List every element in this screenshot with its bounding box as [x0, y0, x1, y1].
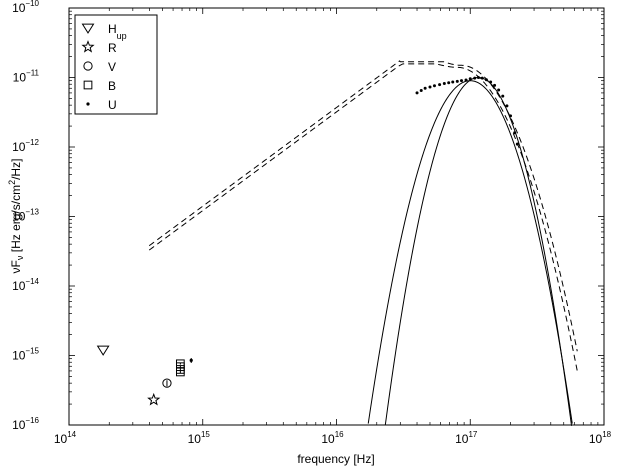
- spectrum-point: [464, 78, 468, 82]
- legend-marker-u: [86, 102, 90, 106]
- spectrum-point: [484, 78, 488, 82]
- legend-label: B: [108, 79, 116, 93]
- spectrum-point: [428, 85, 432, 89]
- y-tick-label: 10−16: [12, 416, 39, 432]
- spectrum-point: [480, 76, 484, 80]
- x-tick-label: 1018: [589, 430, 612, 446]
- spectrum-point: [432, 84, 436, 88]
- model-dashed-2: [148, 63, 578, 371]
- plot-area: [68, 7, 605, 426]
- y-tick-label: 10−15: [12, 347, 39, 363]
- spectrum-point: [513, 131, 517, 135]
- spectrum-point: [455, 79, 459, 83]
- legend-marker-v: [83, 61, 93, 71]
- y-tick-label: 10−10: [12, 0, 39, 15]
- model-dashed-1: [148, 60, 578, 352]
- spectrum-point: [473, 76, 477, 80]
- spectrum-point: [497, 88, 501, 92]
- y-tick-label: 10−13: [12, 208, 39, 224]
- legend-marker-b: [83, 80, 93, 90]
- marker-V: [162, 378, 172, 388]
- spectrum-point: [423, 86, 427, 90]
- marker-R: [147, 392, 161, 406]
- spectrum-point: [509, 114, 513, 118]
- legend-marker-h: [81, 23, 95, 34]
- spectrum-point: [476, 76, 480, 79]
- spectrum-point: [505, 104, 509, 108]
- spectrum-point: [438, 83, 442, 87]
- spectrum-point: [442, 81, 446, 85]
- x-tick-label: 1015: [188, 430, 211, 446]
- data-points: [96, 76, 519, 406]
- spectrum-point: [468, 77, 472, 81]
- y-axis-title: νFν [Hz erg/s/cm2/Hz]: [7, 159, 25, 274]
- x-axis-title: frequency [Hz]: [297, 452, 374, 466]
- spectrum-point: [415, 91, 419, 95]
- y-tick-label: 10−11: [13, 69, 40, 85]
- spectrum-point: [515, 142, 519, 146]
- legend-label: V: [108, 60, 116, 74]
- axis-ticks: 1014 1015 1016 1017 1018 10−16 10−15 10−14 10−13…: [12, 0, 612, 446]
- spectrum-point: [493, 83, 497, 87]
- spectrum-point: [459, 79, 463, 83]
- legend-label: R: [108, 41, 117, 55]
- marker-H_up: [96, 345, 110, 356]
- y-tick-label: 10−12: [12, 138, 39, 154]
- legend-label: U: [108, 98, 117, 112]
- legend-marker-r: [81, 40, 95, 53]
- marker-U: [189, 358, 193, 363]
- spectrum-point: [451, 80, 455, 84]
- x-tick-label: 1016: [321, 430, 344, 446]
- spectrum-point: [501, 94, 505, 98]
- spectrum-point: [419, 89, 423, 92]
- spectrum-point: [489, 80, 493, 84]
- y-tick-label: 10−14: [12, 277, 39, 293]
- marker-B: [175, 359, 185, 369]
- spectrum-point: [447, 81, 451, 85]
- legend-label: Hup: [108, 22, 127, 41]
- x-tick-label: 1017: [455, 430, 478, 446]
- x-tick-label: 1014: [54, 430, 77, 446]
